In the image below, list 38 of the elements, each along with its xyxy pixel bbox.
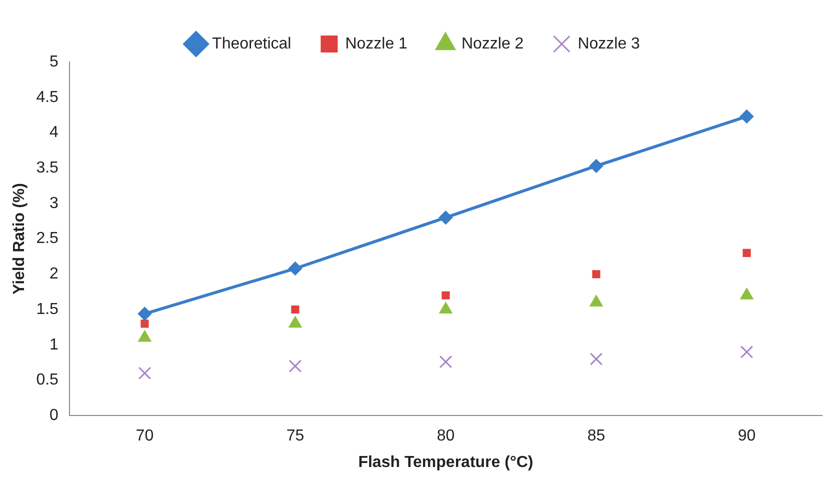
y-tick-label: 0.5 (36, 372, 59, 389)
point (439, 355, 452, 368)
y-axis-title: Yield Ratio (%) (11, 183, 28, 295)
point (439, 302, 452, 314)
point (288, 262, 302, 276)
x-tick-label: 80 (436, 428, 455, 445)
point (742, 248, 751, 257)
point (138, 366, 152, 380)
y-tick-label: 4.5 (36, 88, 59, 106)
y-tick-label: 1 (50, 336, 59, 354)
y-tick-label: 0 (50, 407, 59, 424)
x-tick-label: 90 (738, 428, 756, 445)
point (140, 320, 149, 328)
y-tick-label: 2.5 (36, 230, 59, 248)
y-tick-label: 1.5 (36, 300, 59, 318)
x-axis-title: Flash Temperature (°C) (358, 454, 534, 471)
legend-label: Nozzle 1 (345, 35, 408, 52)
point (442, 291, 450, 300)
point (590, 159, 603, 172)
y-tick-label: 2 (50, 266, 59, 283)
point (138, 307, 152, 320)
x-tick-label: 70 (136, 428, 154, 445)
point (439, 211, 452, 224)
y-tick-label: 5 (50, 53, 59, 70)
y-tick-label: 3 (50, 194, 59, 212)
point (291, 305, 300, 314)
point (592, 270, 600, 278)
y-tick-label: 4 (50, 124, 59, 142)
point (740, 346, 754, 358)
point (740, 110, 754, 123)
point (590, 352, 603, 366)
legend-label: Nozzle 3 (578, 35, 640, 52)
point (288, 360, 302, 373)
legend-label: Theoretical (212, 35, 292, 52)
y-tick-label: 3.5 (36, 159, 59, 176)
x-tick-label: 75 (286, 428, 304, 445)
legend-label: Nozzle 2 (461, 35, 524, 52)
x-tick-label: 85 (587, 428, 606, 445)
